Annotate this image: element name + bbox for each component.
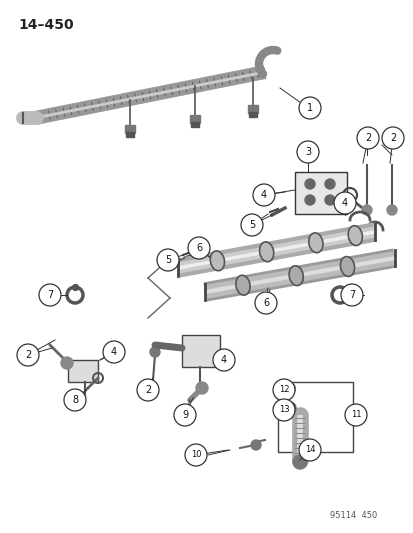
Circle shape [188, 237, 209, 259]
Text: 6: 6 [262, 298, 268, 308]
Circle shape [333, 192, 355, 214]
Circle shape [240, 214, 262, 236]
Bar [125, 125, 135, 133]
Text: 11: 11 [350, 410, 361, 419]
Bar [126, 132, 134, 137]
Circle shape [356, 127, 378, 149]
Bar [248, 112, 256, 117]
Bar [247, 105, 257, 113]
Text: 7: 7 [47, 290, 53, 300]
Circle shape [173, 404, 195, 426]
Bar [190, 115, 199, 123]
Ellipse shape [210, 251, 224, 271]
Ellipse shape [259, 242, 273, 262]
Text: 8: 8 [72, 395, 78, 405]
Circle shape [103, 341, 125, 363]
Text: 4: 4 [221, 355, 226, 365]
Bar [190, 122, 199, 127]
Circle shape [304, 179, 314, 189]
Circle shape [340, 284, 362, 306]
Ellipse shape [288, 266, 303, 286]
Circle shape [298, 439, 320, 461]
Circle shape [195, 382, 207, 394]
Bar [294, 172, 346, 214]
Circle shape [361, 205, 371, 215]
Text: 6: 6 [195, 243, 202, 253]
Circle shape [292, 455, 306, 469]
Text: 1: 1 [306, 103, 312, 113]
Circle shape [324, 195, 334, 205]
Circle shape [272, 379, 294, 401]
Text: 3: 3 [304, 147, 310, 157]
Circle shape [284, 383, 294, 393]
Text: 14–450: 14–450 [18, 18, 74, 32]
Circle shape [324, 179, 334, 189]
Bar [277, 382, 352, 452]
Circle shape [64, 389, 86, 411]
Ellipse shape [308, 233, 322, 253]
Circle shape [157, 249, 178, 271]
Circle shape [254, 292, 276, 314]
Circle shape [212, 349, 235, 371]
Text: 4: 4 [260, 190, 266, 200]
Text: 95114  450: 95114 450 [329, 511, 376, 520]
Circle shape [298, 97, 320, 119]
Circle shape [61, 357, 73, 369]
Circle shape [381, 127, 403, 149]
Bar [182, 335, 219, 367]
Circle shape [344, 404, 366, 426]
Ellipse shape [347, 225, 361, 246]
Text: 14: 14 [304, 446, 314, 455]
Text: 5: 5 [248, 220, 254, 230]
Ellipse shape [339, 256, 354, 277]
Text: 10: 10 [190, 450, 201, 459]
Text: 4: 4 [111, 347, 117, 357]
Text: 12: 12 [278, 385, 289, 394]
Text: 9: 9 [181, 410, 188, 420]
Text: 4: 4 [341, 198, 347, 208]
Circle shape [283, 402, 295, 414]
Text: 13: 13 [278, 406, 289, 415]
Bar [68, 360, 98, 382]
Circle shape [250, 440, 260, 450]
Circle shape [137, 379, 159, 401]
Circle shape [150, 347, 159, 357]
Text: 5: 5 [164, 255, 171, 265]
Text: 2: 2 [364, 133, 370, 143]
Ellipse shape [235, 275, 249, 295]
Circle shape [252, 184, 274, 206]
Circle shape [304, 195, 314, 205]
Text: 7: 7 [348, 290, 354, 300]
Circle shape [185, 444, 206, 466]
Text: 2: 2 [389, 133, 395, 143]
Circle shape [39, 284, 61, 306]
Text: 2: 2 [25, 350, 31, 360]
Circle shape [17, 344, 39, 366]
Text: 2: 2 [145, 385, 151, 395]
Circle shape [272, 399, 294, 421]
Circle shape [386, 205, 396, 215]
Circle shape [296, 141, 318, 163]
